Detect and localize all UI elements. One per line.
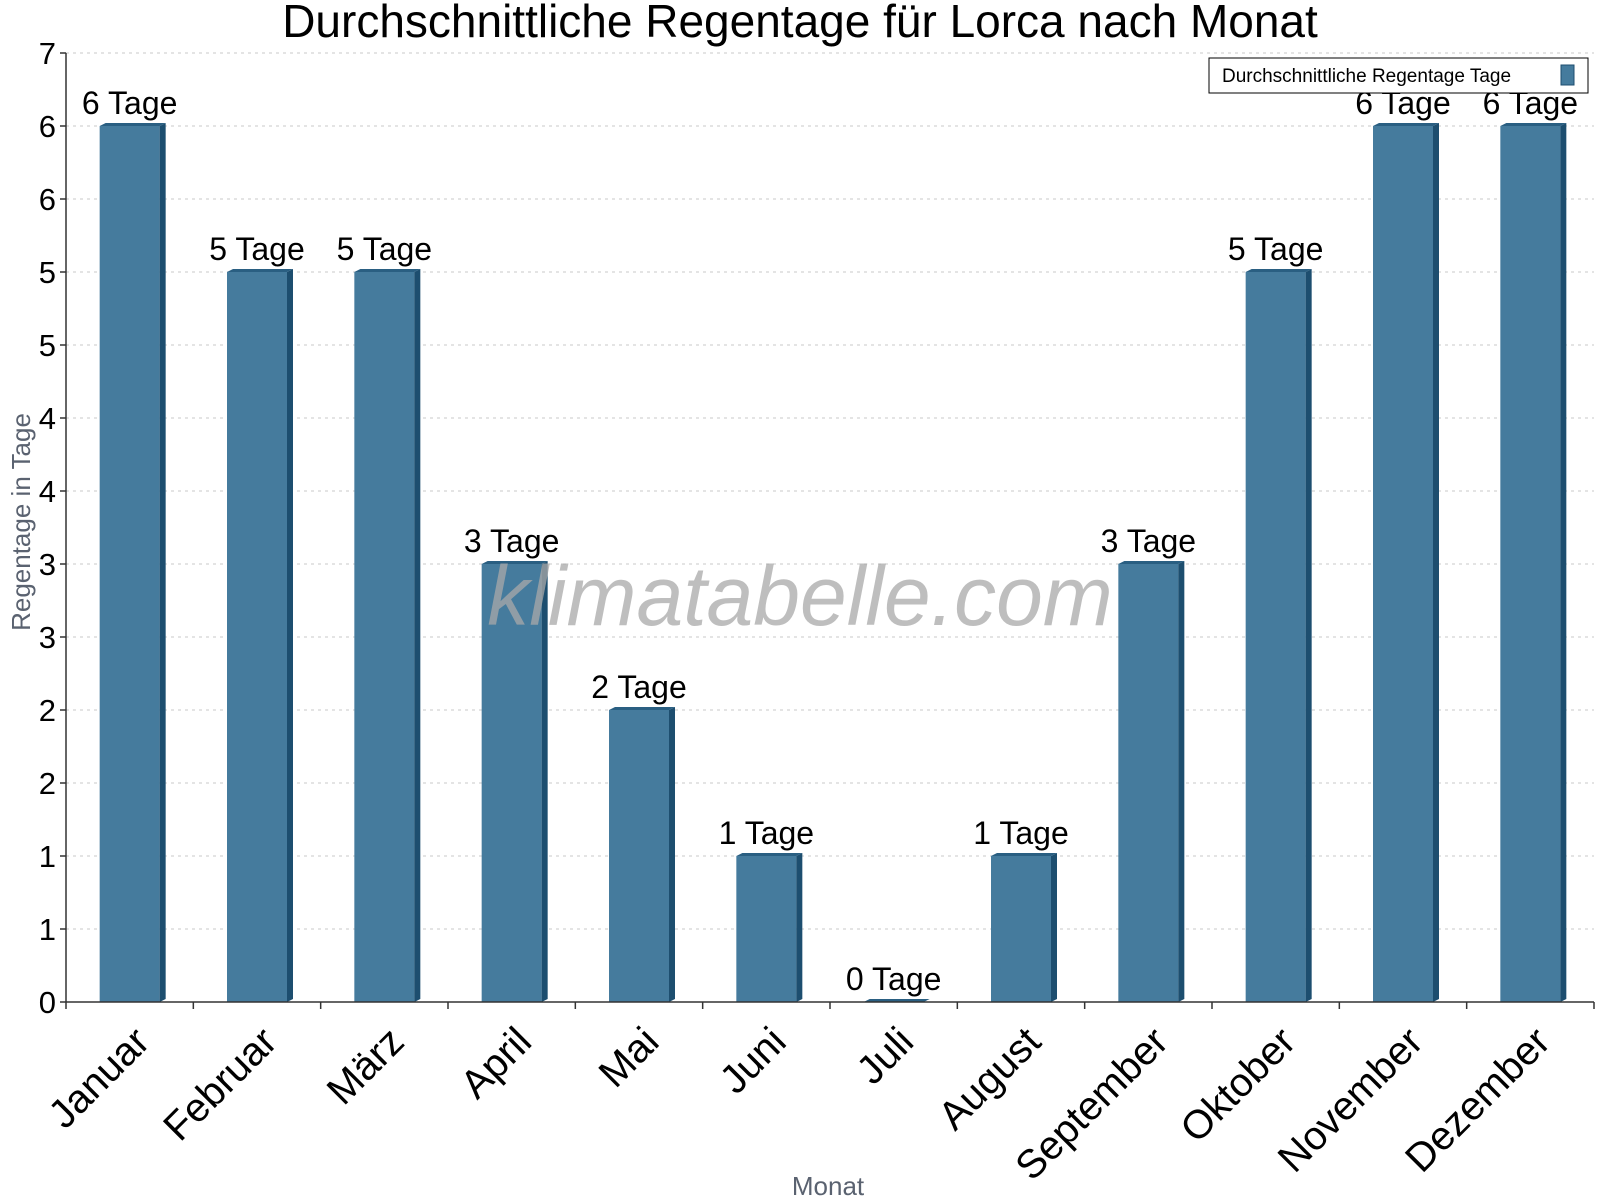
bar-side [796, 853, 803, 1002]
bar-side [287, 269, 293, 1002]
data-label: 2 Tage [591, 669, 687, 705]
x-tick-label: April [452, 1019, 540, 1107]
x-tick-label: Februar [155, 1019, 285, 1149]
bar-9 [1118, 561, 1185, 1002]
data-label: 1 Tage [719, 815, 815, 851]
bar-top [99, 123, 166, 126]
bar-front [481, 564, 542, 1002]
bar-side [1051, 853, 1057, 1002]
bar-front [1118, 564, 1179, 1002]
bar-3 [354, 269, 421, 1002]
y-tick-label: 4 [39, 474, 56, 509]
bar-top [1118, 561, 1185, 564]
bar-1 [99, 123, 166, 1002]
bar-6 [736, 853, 803, 1002]
bar-top [1373, 123, 1439, 126]
y-tick-label: 5 [39, 328, 56, 363]
y-tick-label: 2 [39, 766, 56, 801]
bar-front [1500, 126, 1561, 1002]
bar-front [227, 272, 287, 1002]
bar-top [991, 853, 1057, 856]
bar-4 [481, 561, 548, 1002]
bar-8 [991, 853, 1057, 1002]
y-tick-label: 1 [39, 839, 56, 874]
bar-top [1245, 269, 1312, 272]
bar-top [354, 269, 421, 272]
bar-side [669, 707, 675, 1002]
bar-front [354, 272, 415, 1002]
chart-title: Durchschnittliche Regentage für Lorca na… [282, 0, 1318, 47]
bar-10 [1245, 269, 1312, 1002]
x-axis-title: Monat [792, 1171, 865, 1200]
bar-11 [1373, 123, 1439, 1002]
bar-front [736, 856, 797, 1002]
data-label: 6 Tage [82, 85, 178, 121]
y-tick-label: 6 [39, 182, 56, 217]
bar-front [991, 856, 1051, 1002]
bar-side [541, 561, 548, 1002]
x-tick-label: Oktober [1172, 1019, 1304, 1151]
bar-front [609, 710, 669, 1002]
legend: Durchschnittliche Regentage Tage [1208, 57, 1589, 94]
bar-top [1500, 123, 1567, 126]
data-labels: 6 Tage 5 Tage 5 Tage 3 Tage 2 Tage 1 Tage 0 Ta… [82, 85, 1578, 997]
legend-label: Durchschnittliche Regentage Tage [1222, 66, 1511, 87]
data-label: 3 Tage [1101, 523, 1197, 559]
data-label: 1 Tage [973, 815, 1069, 851]
y-tick-label: 5 [39, 255, 56, 290]
bar-top [609, 707, 675, 710]
bar-side [1178, 561, 1185, 1002]
data-label: 0 Tage [846, 961, 942, 997]
y-tick-label: 4 [39, 401, 56, 436]
bar-top [481, 561, 548, 564]
legend-swatch [1560, 64, 1575, 86]
bar-2 [227, 269, 293, 1002]
bar-front [99, 126, 160, 1002]
data-label: 5 Tage [1228, 231, 1324, 267]
bar-top [736, 853, 803, 856]
y-axis-title: Regentage in Tage [6, 413, 36, 631]
bar-side [1305, 269, 1312, 1002]
bar-side [414, 269, 421, 1002]
bar-12 [1500, 123, 1567, 1002]
bar-top [227, 269, 293, 272]
bar-side [1433, 123, 1439, 1002]
bars [99, 123, 1567, 1002]
y-tick-label: 0 [39, 985, 56, 1020]
grid-lines [66, 52, 1594, 930]
y-tick-label: 6 [39, 109, 56, 144]
bar-front [1373, 126, 1433, 1002]
x-tick-label: März [319, 1019, 413, 1113]
x-tick-label: Juni [712, 1019, 795, 1102]
data-label: 3 Tage [464, 523, 560, 559]
x-tick-label: Juli [848, 1019, 922, 1093]
y-tick-label: 2 [39, 693, 56, 728]
watermark: klimatabelle.com [487, 549, 1113, 643]
x-tick-label: Mai [591, 1019, 668, 1096]
x-tick-label: August [930, 1019, 1049, 1138]
data-label: 5 Tage [209, 231, 305, 267]
y-tick-label: 3 [39, 547, 56, 582]
legend-box [1208, 57, 1589, 94]
x-tick-label: Januar [40, 1019, 158, 1137]
data-label: 5 Tage [337, 231, 433, 267]
bar-front [1245, 272, 1306, 1002]
bar-side [159, 123, 166, 1002]
bar-side [1560, 123, 1567, 1002]
y-tick-label: 7 [39, 36, 56, 71]
bar-5 [609, 707, 675, 1002]
y-tick-label: 3 [39, 620, 56, 655]
y-tick-label: 1 [39, 912, 56, 947]
